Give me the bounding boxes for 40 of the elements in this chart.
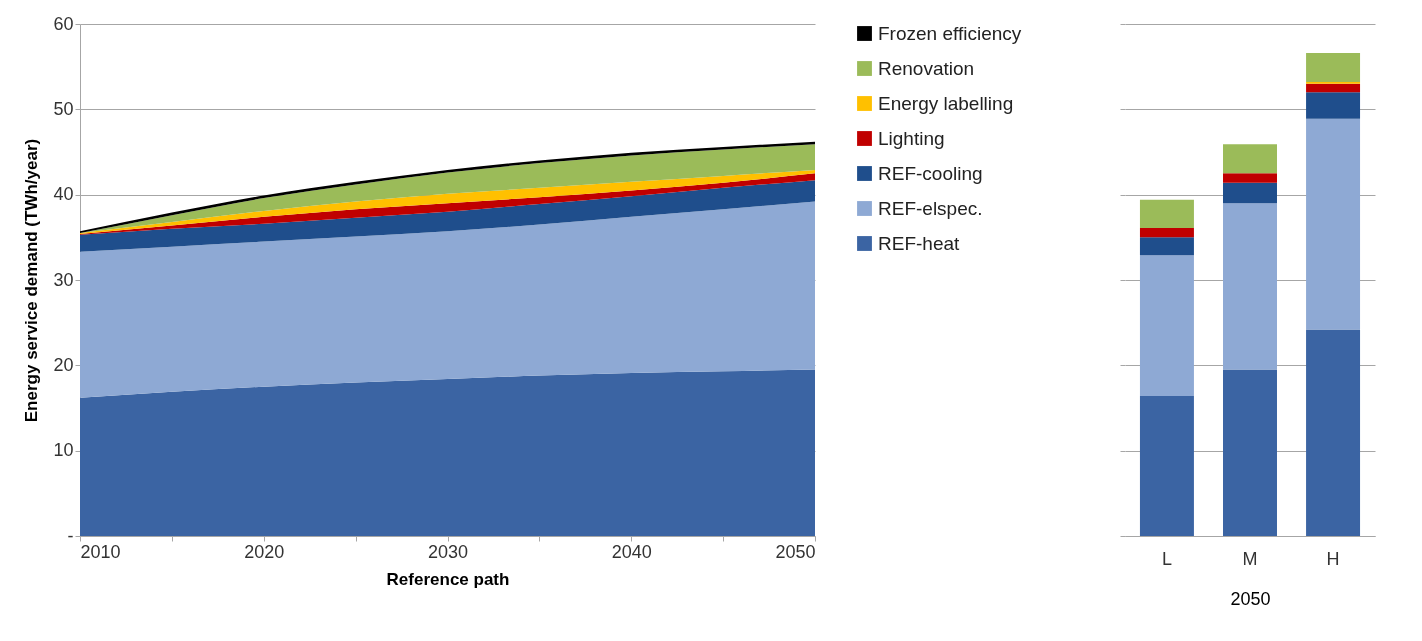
legend-label: Energy labelling bbox=[878, 92, 1014, 114]
y-tick-label: 10 bbox=[53, 440, 74, 461]
x-tick-label: 2020 bbox=[244, 541, 285, 562]
x-tick-label: 2030 bbox=[427, 541, 469, 562]
bar bbox=[1139, 255, 1194, 397]
legend-label: REF-cooling bbox=[878, 162, 983, 184]
x-tick-label: 2050 bbox=[775, 541, 816, 562]
legend-label: Lighting bbox=[878, 127, 945, 149]
legend-label: REF-heat bbox=[878, 232, 961, 254]
x-axis-title: 2050 bbox=[1230, 588, 1271, 609]
y-tick-label: 40 bbox=[53, 184, 74, 205]
x-tick-label: L bbox=[1161, 548, 1172, 569]
y-axis-title: Energy service demand (TWh/year) bbox=[22, 138, 42, 423]
bar bbox=[1223, 182, 1277, 204]
y-tick-label: 20 bbox=[53, 354, 74, 375]
bar bbox=[1139, 237, 1194, 256]
legend-label: Frozen efficiency bbox=[878, 22, 1022, 44]
bar bbox=[1306, 329, 1361, 536]
bar bbox=[1223, 144, 1277, 174]
x-axis-title: Reference path bbox=[386, 569, 510, 589]
x-tick-label: 2040 bbox=[611, 541, 652, 562]
x-tick-label: 2010 bbox=[80, 541, 121, 562]
legend-label: Renovation bbox=[878, 57, 975, 79]
bar bbox=[1306, 53, 1361, 83]
y-tick-label: - bbox=[67, 525, 74, 546]
y-tick-label: 30 bbox=[53, 269, 74, 290]
y-tick-label: 60 bbox=[53, 13, 74, 34]
legend-label: REF-elspec. bbox=[878, 197, 983, 219]
bar bbox=[1223, 369, 1277, 536]
bar bbox=[1139, 227, 1194, 238]
y-tick-label: 50 bbox=[53, 98, 74, 119]
bar bbox=[1306, 92, 1361, 119]
bar bbox=[1223, 203, 1277, 370]
bar bbox=[1139, 199, 1194, 228]
bar bbox=[1306, 83, 1361, 93]
bar bbox=[1139, 396, 1194, 536]
bar bbox=[1306, 118, 1361, 330]
bar bbox=[1223, 173, 1277, 183]
x-tick-label: H bbox=[1326, 548, 1340, 569]
x-tick-label: M bbox=[1242, 548, 1258, 569]
